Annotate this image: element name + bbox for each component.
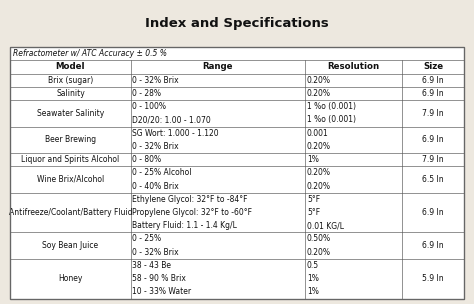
Text: 1%: 1%	[307, 155, 319, 164]
Text: 7.9 In: 7.9 In	[422, 155, 444, 164]
Text: Ethylene Glycol: 32°F to -84°F: Ethylene Glycol: 32°F to -84°F	[132, 195, 248, 204]
Text: Antifreeze/Coolant/Battery Fluid: Antifreeze/Coolant/Battery Fluid	[9, 208, 132, 217]
Text: Resolution: Resolution	[328, 62, 380, 71]
Text: 0.20%: 0.20%	[307, 76, 331, 85]
Text: Salinity: Salinity	[56, 89, 85, 98]
Text: 58 - 90 % Brix: 58 - 90 % Brix	[132, 274, 186, 283]
Text: 0 - 32% Brix: 0 - 32% Brix	[132, 248, 179, 257]
Text: 0 - 40% Brix: 0 - 40% Brix	[132, 181, 179, 191]
Text: 1 %o (0.001): 1 %o (0.001)	[307, 116, 356, 124]
Text: Honey: Honey	[58, 274, 82, 283]
Text: Size: Size	[423, 62, 443, 71]
Text: 0.20%: 0.20%	[307, 248, 331, 257]
Text: 1 %o (0.001): 1 %o (0.001)	[307, 102, 356, 111]
Text: 0.001: 0.001	[307, 129, 328, 138]
Text: Soy Bean Juice: Soy Bean Juice	[42, 241, 99, 250]
Text: Beer Brewing: Beer Brewing	[45, 135, 96, 144]
Text: Seawater Salinity: Seawater Salinity	[37, 109, 104, 118]
Bar	[10, 47, 464, 299]
Text: 5.9 In: 5.9 In	[422, 274, 444, 283]
Text: 0 - 25%: 0 - 25%	[132, 234, 162, 244]
Text: SG Wort: 1.000 - 1.120: SG Wort: 1.000 - 1.120	[132, 129, 219, 138]
Text: 6.9 In: 6.9 In	[422, 89, 444, 98]
Text: 0.50%: 0.50%	[307, 234, 331, 244]
Text: 0 - 32% Brix: 0 - 32% Brix	[132, 142, 179, 151]
Text: 6.5 In: 6.5 In	[422, 175, 444, 184]
Text: D20/20: 1.00 - 1.070: D20/20: 1.00 - 1.070	[132, 116, 211, 124]
Text: 6.9 In: 6.9 In	[422, 208, 444, 217]
Text: 1%: 1%	[307, 287, 319, 296]
Text: Wine Brix/Alcohol: Wine Brix/Alcohol	[37, 175, 104, 184]
Text: 10 - 33% Water: 10 - 33% Water	[132, 287, 191, 296]
Text: 6.9 In: 6.9 In	[422, 76, 444, 85]
Text: 0 - 80%: 0 - 80%	[132, 155, 162, 164]
Text: 0.20%: 0.20%	[307, 142, 331, 151]
Text: 0 - 100%: 0 - 100%	[132, 102, 166, 111]
Text: 38 - 43 Be: 38 - 43 Be	[132, 261, 172, 270]
Text: Liquor and Spirits Alcohol: Liquor and Spirits Alcohol	[21, 155, 119, 164]
Text: 7.9 In: 7.9 In	[422, 109, 444, 118]
Text: Range: Range	[202, 62, 233, 71]
Text: 0.20%: 0.20%	[307, 168, 331, 177]
Text: 5°F: 5°F	[307, 195, 320, 204]
Text: Propylene Glycol: 32°F to -60°F: Propylene Glycol: 32°F to -60°F	[132, 208, 253, 217]
Text: 6.9 In: 6.9 In	[422, 135, 444, 144]
Text: 0 - 25% Alcohol: 0 - 25% Alcohol	[132, 168, 192, 177]
Text: 0.20%: 0.20%	[307, 181, 331, 191]
Text: 5°F: 5°F	[307, 208, 320, 217]
Text: 0.5: 0.5	[307, 261, 319, 270]
Text: Index and Specifications: Index and Specifications	[145, 17, 329, 30]
Text: 6.9 In: 6.9 In	[422, 241, 444, 250]
Text: 0 - 32% Brix: 0 - 32% Brix	[132, 76, 179, 85]
Text: Battery Fluid: 1.1 - 1.4 Kg/L: Battery Fluid: 1.1 - 1.4 Kg/L	[132, 221, 237, 230]
Text: 0.01 KG/L: 0.01 KG/L	[307, 221, 344, 230]
Text: 1%: 1%	[307, 274, 319, 283]
Bar	[10, 47, 464, 299]
Text: 0.20%: 0.20%	[307, 89, 331, 98]
Text: Refractometer w/ ATC Accuracy ± 0.5 %: Refractometer w/ ATC Accuracy ± 0.5 %	[13, 49, 167, 58]
Text: Brix (sugar): Brix (sugar)	[48, 76, 93, 85]
Text: 0 - 28%: 0 - 28%	[132, 89, 162, 98]
Text: Model: Model	[56, 62, 85, 71]
